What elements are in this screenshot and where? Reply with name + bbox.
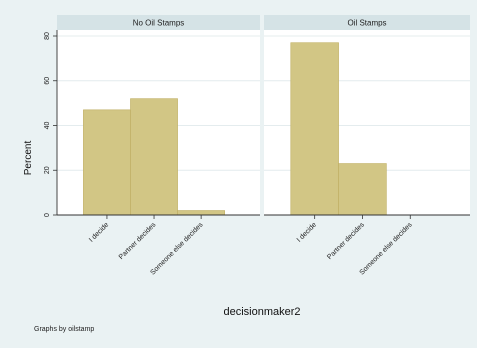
y-tick-label: 40: [44, 122, 51, 130]
bar: [338, 163, 387, 216]
panel-title: No Oil Stamps: [133, 19, 185, 28]
x-axis-label: decisionmaker2: [223, 306, 300, 318]
y-tick-label: 0: [44, 213, 51, 217]
panel-strip: [57, 15, 260, 30]
bar: [177, 210, 225, 216]
y-tick-label: 80: [44, 32, 51, 40]
y-axis-label: Percent: [23, 141, 34, 176]
bar: [290, 42, 339, 216]
y-tick-label: 20: [44, 166, 51, 174]
bar: [83, 109, 131, 216]
graphs-by-note: Graphs by oilstamp: [34, 326, 94, 333]
y-tick-label: 60: [44, 77, 51, 85]
panel-title: Oil Stamps: [347, 19, 386, 28]
bar: [130, 98, 178, 216]
panel-strip: [264, 15, 470, 30]
